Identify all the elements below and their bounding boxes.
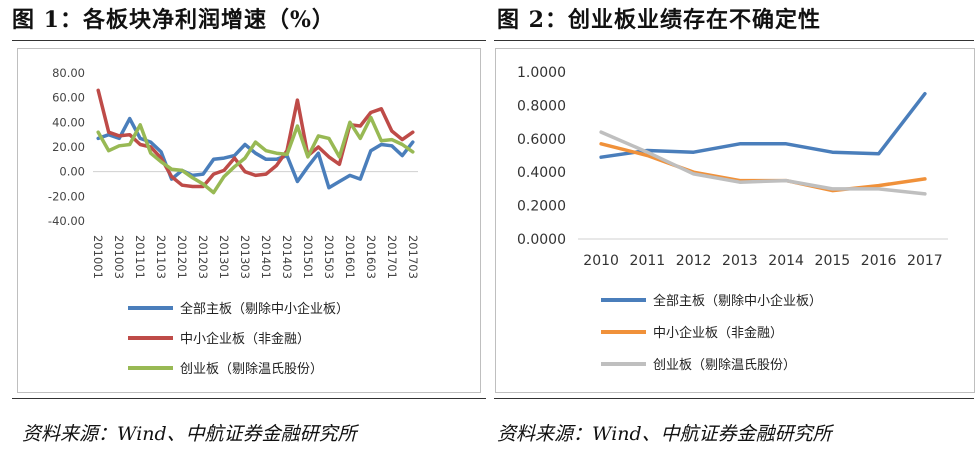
x-tick-label: 2011 bbox=[630, 253, 666, 269]
legend-label-1: 全部主板（剔除中小企业板） bbox=[653, 293, 822, 309]
series-line-1 bbox=[599, 91, 927, 159]
legend-label-1: 全部主板（剔除中小企业板） bbox=[180, 301, 349, 317]
x-tick-label: 201503 bbox=[322, 235, 336, 279]
y-tick-label: 80.00 bbox=[52, 66, 85, 80]
legend-label-3: 创业板（剔除温氏股份） bbox=[653, 358, 796, 373]
y-tick-label: 0.8000 bbox=[517, 98, 566, 114]
series-line-3 bbox=[599, 130, 927, 196]
y-tick-label: 0.0000 bbox=[517, 232, 566, 248]
y-tick-label: 0.4000 bbox=[517, 165, 566, 181]
series-line-3 bbox=[96, 115, 415, 195]
x-tick-label: 201003 bbox=[112, 235, 126, 279]
x-tick-label: 201303 bbox=[238, 235, 252, 279]
x-tick-label: 201603 bbox=[364, 235, 378, 279]
legend-label-3: 创业板（剔除温氏股份） bbox=[180, 362, 323, 377]
x-tick-label: 2016 bbox=[861, 253, 897, 269]
x-tick-label: 2017 bbox=[907, 253, 943, 269]
x-tick-label: 2012 bbox=[676, 253, 712, 269]
chart1-panel: 80.00 60.00 40.00 20.00 0.00 -20.00 -40.00 2010… bbox=[17, 48, 481, 393]
y-tick-label: 40.00 bbox=[52, 115, 85, 129]
x-tick-label: 201401 bbox=[259, 235, 273, 279]
figure1-source: 资料来源：Wind、中航证券金融研究所 bbox=[22, 423, 357, 445]
y-tick-label: 20.00 bbox=[52, 140, 85, 154]
y-tick-label: 0.2000 bbox=[517, 199, 566, 215]
series-line-1 bbox=[96, 116, 415, 190]
y-tick-label: -20.00 bbox=[48, 189, 85, 203]
legend-label-2: 中小企业板（非金融） bbox=[653, 325, 783, 341]
figure2-source-rule bbox=[494, 398, 974, 399]
x-tick-label: 2014 bbox=[768, 253, 804, 269]
chart1-svg: 80.00 60.00 40.00 20.00 0.00 -20.00 -40.00 2010… bbox=[48, 66, 420, 377]
figure2-title: 图 2：创业板业绩存在不确定性 bbox=[497, 7, 821, 33]
figure1-source-rule bbox=[12, 398, 486, 399]
x-tick-label: 201701 bbox=[385, 235, 399, 279]
y-tick-label: 60.00 bbox=[52, 91, 85, 105]
x-tick-label: 201403 bbox=[280, 235, 294, 279]
figure1-title: 图 1：各板块净利润增速（%） bbox=[12, 7, 335, 33]
y-tick-label: 0.6000 bbox=[517, 132, 566, 148]
x-tick-label: 201203 bbox=[196, 235, 210, 279]
figure2-title-rule bbox=[494, 40, 974, 41]
x-tick-label: 201703 bbox=[406, 235, 420, 279]
x-tick-label: 201201 bbox=[175, 235, 189, 279]
x-tick-label: 201103 bbox=[154, 235, 168, 279]
figure1-title-rule bbox=[12, 40, 486, 41]
figure2-source: 资料来源：Wind、中航证券金融研究所 bbox=[497, 423, 832, 445]
x-tick-label: 2013 bbox=[722, 253, 758, 269]
x-tick-label: 201301 bbox=[217, 235, 231, 279]
x-tick-label: 201101 bbox=[133, 235, 147, 279]
x-tick-label: 2015 bbox=[815, 253, 851, 269]
legend-label-2: 中小企业板（非金融） bbox=[180, 331, 310, 347]
chart2-svg: 1.0000 0.8000 0.6000 0.4000 0.2000 0.0000 2010… bbox=[517, 65, 948, 373]
x-tick-label: 201601 bbox=[343, 235, 357, 279]
x-tick-label: 2010 bbox=[583, 253, 619, 269]
x-tick-label: 201501 bbox=[301, 235, 315, 279]
series-line-2 bbox=[96, 88, 415, 189]
x-tick-label: 201001 bbox=[91, 235, 105, 279]
y-tick-label: 0.00 bbox=[59, 165, 85, 179]
chart2-panel: 1.0000 0.8000 0.6000 0.4000 0.2000 0.0000 2010… bbox=[495, 48, 975, 393]
y-tick-label: 1.0000 bbox=[517, 65, 566, 81]
y-tick-label: -40.00 bbox=[48, 214, 85, 228]
